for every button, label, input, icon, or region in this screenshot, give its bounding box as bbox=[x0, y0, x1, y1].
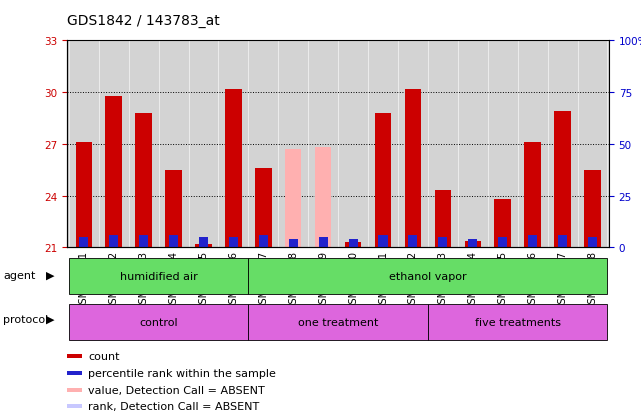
Bar bbox=[106, 96, 122, 248]
Bar bbox=[67, 354, 83, 358]
Bar bbox=[558, 236, 567, 248]
Bar bbox=[588, 237, 597, 248]
Bar bbox=[408, 236, 417, 248]
Bar bbox=[498, 237, 507, 248]
Bar bbox=[199, 237, 208, 248]
Text: agent: agent bbox=[3, 271, 36, 280]
Bar bbox=[288, 239, 298, 248]
Bar bbox=[225, 90, 242, 248]
Text: rank, Detection Call = ABSENT: rank, Detection Call = ABSENT bbox=[88, 401, 259, 411]
Bar bbox=[165, 170, 182, 248]
Bar bbox=[469, 239, 478, 248]
Bar bbox=[67, 388, 83, 392]
Bar bbox=[349, 239, 358, 248]
Text: humidified air: humidified air bbox=[120, 272, 197, 282]
Text: ethanol vapor: ethanol vapor bbox=[389, 272, 467, 282]
Text: protocol: protocol bbox=[3, 314, 49, 324]
Text: one treatment: one treatment bbox=[298, 317, 378, 327]
Bar bbox=[404, 90, 421, 248]
Bar bbox=[139, 236, 148, 248]
Bar bbox=[69, 259, 248, 294]
Bar bbox=[248, 304, 428, 340]
Bar bbox=[375, 114, 391, 248]
Bar bbox=[345, 242, 362, 248]
Bar bbox=[67, 404, 83, 408]
Bar bbox=[255, 169, 272, 248]
Bar bbox=[169, 236, 178, 248]
Text: count: count bbox=[88, 351, 119, 361]
Bar bbox=[67, 371, 83, 375]
Bar bbox=[438, 237, 447, 248]
Bar bbox=[196, 244, 212, 248]
Bar bbox=[79, 237, 88, 248]
Text: ▶: ▶ bbox=[46, 314, 54, 324]
Bar bbox=[248, 259, 608, 294]
Bar bbox=[494, 199, 511, 248]
Text: percentile rank within the sample: percentile rank within the sample bbox=[88, 368, 276, 378]
Bar bbox=[554, 112, 570, 248]
Bar bbox=[76, 143, 92, 248]
Text: five treatments: five treatments bbox=[475, 317, 561, 327]
Bar bbox=[319, 237, 328, 248]
Bar bbox=[378, 236, 388, 248]
Bar bbox=[69, 304, 248, 340]
Bar bbox=[524, 143, 541, 248]
Text: GDS1842 / 143783_at: GDS1842 / 143783_at bbox=[67, 14, 220, 28]
Bar bbox=[428, 304, 608, 340]
Bar bbox=[465, 241, 481, 248]
Text: ▶: ▶ bbox=[46, 271, 54, 280]
Bar bbox=[315, 148, 331, 248]
Bar bbox=[135, 114, 152, 248]
Text: control: control bbox=[139, 317, 178, 327]
Text: value, Detection Call = ABSENT: value, Detection Call = ABSENT bbox=[88, 385, 265, 395]
Bar bbox=[259, 236, 268, 248]
Bar bbox=[528, 236, 537, 248]
Bar bbox=[584, 170, 601, 248]
Bar bbox=[435, 191, 451, 248]
Bar bbox=[229, 237, 238, 248]
Bar bbox=[319, 239, 328, 248]
Bar bbox=[288, 239, 298, 248]
Bar bbox=[109, 236, 118, 248]
Bar bbox=[285, 150, 301, 248]
